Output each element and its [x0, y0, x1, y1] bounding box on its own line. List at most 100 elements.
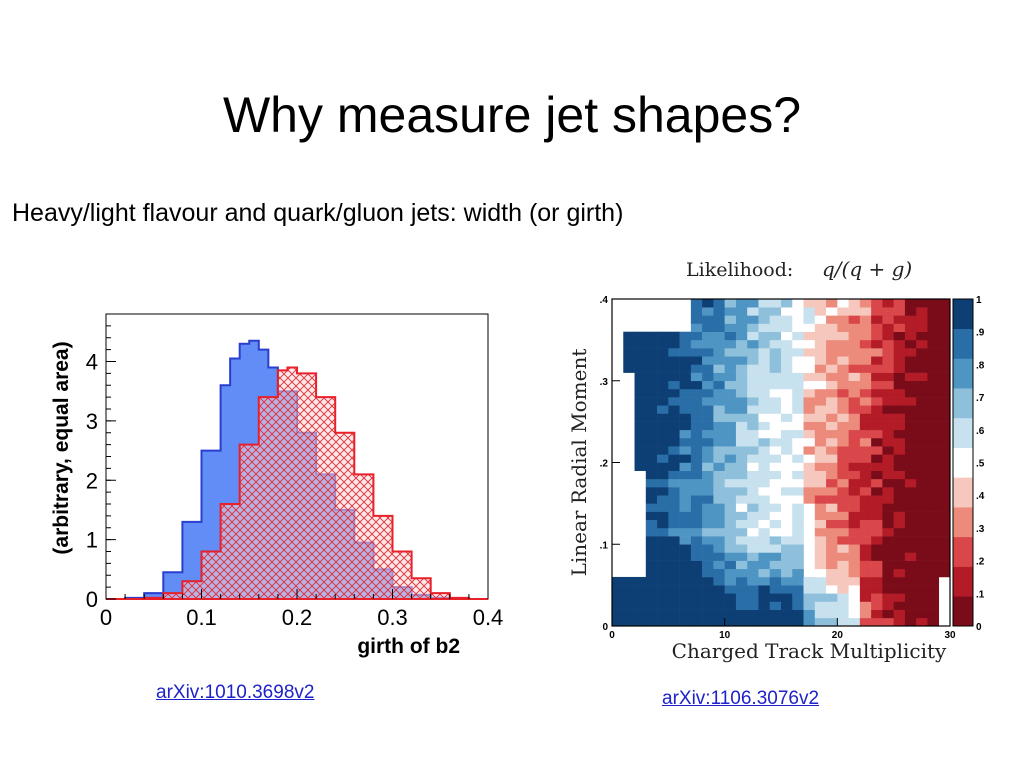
heatmap-cell	[893, 576, 906, 586]
heatmap-cell	[927, 454, 940, 463]
heatmap-cell	[882, 552, 894, 561]
heatmap-cell	[612, 585, 624, 594]
heatmap-cell	[634, 348, 647, 357]
heatmap-cell	[916, 413, 928, 422]
heatmap-cell	[645, 372, 658, 382]
heatmap-cell	[871, 446, 883, 455]
heatmap-cell	[758, 503, 771, 512]
heatmap-cell	[758, 315, 771, 324]
heatmap-cell	[893, 568, 906, 578]
heatmap-cell	[702, 519, 714, 529]
heatmap-cell	[882, 437, 894, 447]
heatmap-cell	[657, 617, 669, 627]
heatmap-cell	[792, 601, 804, 610]
heatmap-cell	[803, 470, 816, 480]
heatmap-cell	[668, 527, 680, 537]
heatmap-cell	[927, 487, 940, 496]
heatmap-cell	[702, 617, 714, 627]
heatmap-cell	[927, 593, 940, 602]
heatmap-cell	[634, 397, 647, 406]
colorbar-segment	[953, 566, 973, 597]
heatmap-cell	[747, 331, 759, 341]
heatmap-cell	[904, 503, 917, 512]
heatmap-cell	[927, 601, 940, 610]
heatmap-cell	[882, 397, 894, 406]
heatmap-cell	[781, 527, 793, 537]
heatmap-cell	[724, 307, 737, 316]
heatmap-cell	[792, 446, 804, 455]
arxiv-link-right[interactable]: arXiv:1106.3076v2	[662, 688, 820, 709]
heatmap-cell	[792, 315, 804, 324]
heatmap-cell	[871, 470, 883, 480]
arxiv-link-left[interactable]: arXiv:1010.3698v2	[156, 682, 315, 703]
heatmap-cell	[657, 421, 669, 431]
heatmap-cell	[758, 601, 771, 610]
heatmap-cell	[724, 437, 737, 447]
heatmap-cell	[645, 364, 658, 373]
heatmap-cell	[645, 536, 658, 545]
heatmap-cell	[938, 544, 951, 553]
heatmap-cell	[758, 519, 771, 529]
heatmap-cell	[792, 323, 804, 332]
heatmap-cell	[679, 585, 692, 594]
heatmap-cell	[871, 299, 883, 308]
heatmap-cell	[871, 519, 883, 529]
heatmap-cell	[623, 356, 635, 365]
heatmap-cell	[871, 544, 883, 553]
heatmap-cell	[916, 323, 928, 332]
heatmap-cell	[769, 544, 782, 553]
heatmap-cell	[871, 593, 883, 602]
heatmap-cell	[882, 560, 894, 570]
heatmap-cell	[927, 511, 940, 521]
heatmap-cell	[916, 544, 928, 553]
heatmap-cell	[612, 601, 624, 610]
heatmap-cell	[679, 593, 692, 602]
heatmap-cell	[916, 576, 928, 586]
slide-subtitle: Heavy/light flavour and quark/gluon jets…	[12, 199, 624, 227]
heatmap-cell	[645, 421, 658, 431]
heatmap-cell	[904, 421, 917, 431]
heatmap-cell	[724, 519, 737, 529]
heatmap-cell	[702, 462, 714, 471]
heatmap-cell	[702, 544, 714, 553]
heatmap-cell	[657, 593, 669, 602]
heatmap-cell	[837, 585, 849, 594]
heatmap-cell	[893, 348, 906, 357]
heatmap-cell	[690, 372, 703, 382]
heatmap-cell	[758, 339, 771, 349]
heatmap-cell	[634, 446, 647, 455]
colorbar-tick-label: .2	[976, 557, 985, 568]
heatmap-cell	[893, 527, 906, 537]
heatmap-cell	[916, 552, 928, 561]
heatmap-cell	[792, 560, 804, 570]
heatmap-cell	[668, 519, 680, 529]
heatmap-cell	[758, 356, 771, 365]
heatmap-cell	[916, 462, 928, 471]
heatmap-cell	[814, 388, 827, 398]
heatmap-cell	[735, 609, 748, 619]
heatmap-cell	[871, 421, 883, 431]
heatmap-cell	[747, 593, 759, 602]
heatmap-cell	[724, 421, 737, 431]
heatmap-cell	[826, 397, 838, 406]
heatmap-cell	[702, 576, 714, 586]
heatmap-cell	[690, 560, 703, 570]
heatmap-cell	[735, 601, 748, 610]
heatmap-cell	[916, 429, 928, 439]
heatmap-cell	[645, 462, 658, 471]
heatmap-cell	[927, 519, 940, 529]
heatmap-cell	[702, 356, 714, 365]
heatmap-cell	[747, 446, 759, 455]
heatmap-cell	[814, 536, 827, 545]
heatmap-cell	[938, 470, 951, 480]
heatmap-cell	[938, 331, 951, 341]
heatmap-cell	[871, 429, 883, 439]
heatmap-cell	[826, 323, 838, 332]
heatmap-cell	[769, 339, 782, 349]
heatmap-cell	[690, 552, 703, 561]
heatmap-cell	[837, 544, 849, 553]
heatmap-cell	[848, 323, 861, 332]
heatmap-cell	[747, 315, 759, 324]
heatmap-cell	[859, 323, 872, 332]
heatmap-cell	[848, 315, 861, 324]
